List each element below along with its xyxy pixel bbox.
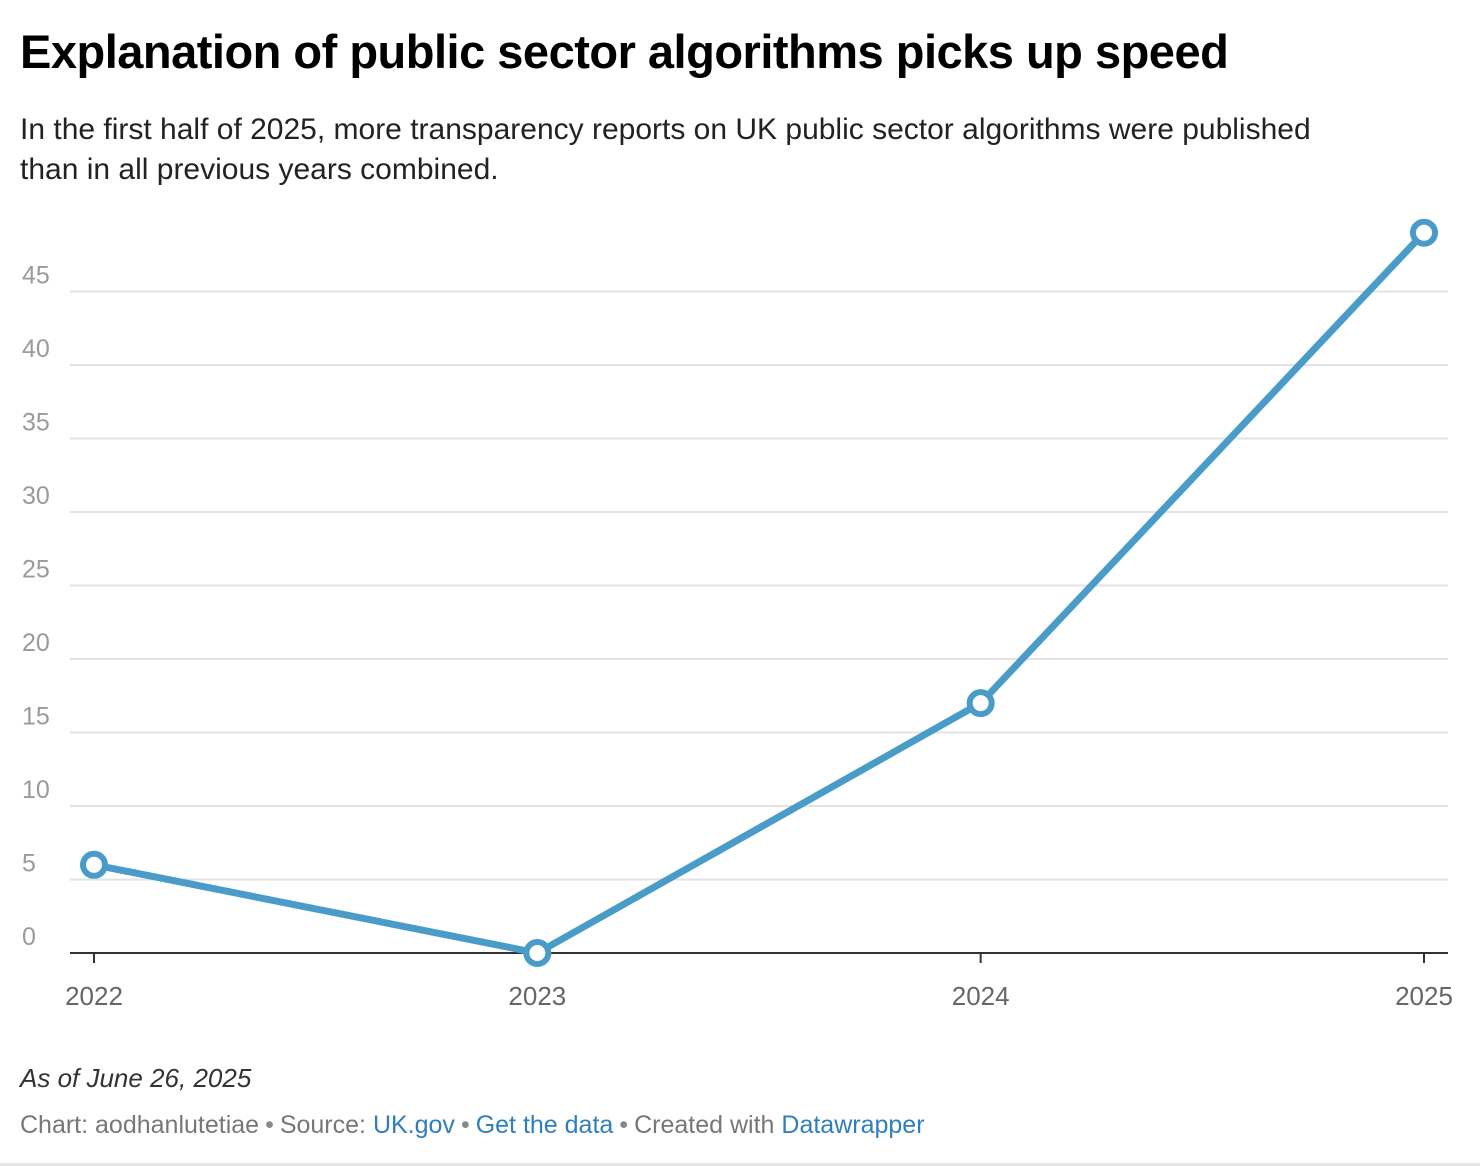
y-tick-label: 25 (22, 556, 50, 584)
bottom-divider (0, 1163, 1480, 1166)
y-tick-label: 30 (22, 482, 50, 510)
get-data-link[interactable]: Get the data (475, 1111, 614, 1139)
created-with-label: Created with (634, 1111, 775, 1139)
gridlines (70, 290, 1448, 881)
y-axis-ticks: 0 5 10 15 20 25 30 35 40 45 (22, 262, 50, 952)
data-point (523, 939, 552, 967)
data-point (80, 850, 108, 879)
footer-separator: • (265, 1111, 274, 1139)
y-tick-label: 5 (22, 850, 36, 878)
y-tick-label: 20 (22, 629, 50, 657)
y-tick-label: 40 (22, 335, 50, 363)
data-point (1410, 218, 1438, 247)
chart-note: As of June 26, 2025 (20, 1063, 252, 1093)
source-link[interactable]: UK.gov (372, 1111, 455, 1139)
x-tick-label: 2022 (65, 981, 123, 1011)
x-tick-label: 2023 (508, 981, 566, 1011)
series-line (90, 229, 1428, 957)
source-label: Source: (279, 1111, 366, 1139)
footer-separator: • (460, 1111, 470, 1139)
chart-credit: Chart: aodhanlutetiae (20, 1111, 260, 1139)
chart-title: Explanation of public sector algorithms … (20, 25, 1229, 78)
y-tick-label: 45 (22, 262, 50, 290)
y-tick-label: 35 (22, 409, 50, 437)
chart-footer: Chart: aodhanlutetiae • Source: UK.gov • Get… (20, 1107, 925, 1143)
datawrapper-link[interactable]: Datawrapper (781, 1111, 925, 1139)
data-point (966, 689, 995, 718)
chart-subtitle: In the first half of 2025, more transpar… (20, 113, 1311, 186)
x-axis: 2022 2023 2024 2025 (65, 952, 1453, 1011)
y-tick-label: 10 (22, 776, 50, 804)
x-tick-label: 2024 (952, 981, 1010, 1011)
y-tick-label: 15 (22, 703, 50, 731)
y-tick-label: 0 (22, 923, 36, 951)
footer-separator: • (619, 1111, 629, 1139)
x-tick-label: 2025 (1395, 981, 1453, 1011)
series (80, 218, 1438, 967)
